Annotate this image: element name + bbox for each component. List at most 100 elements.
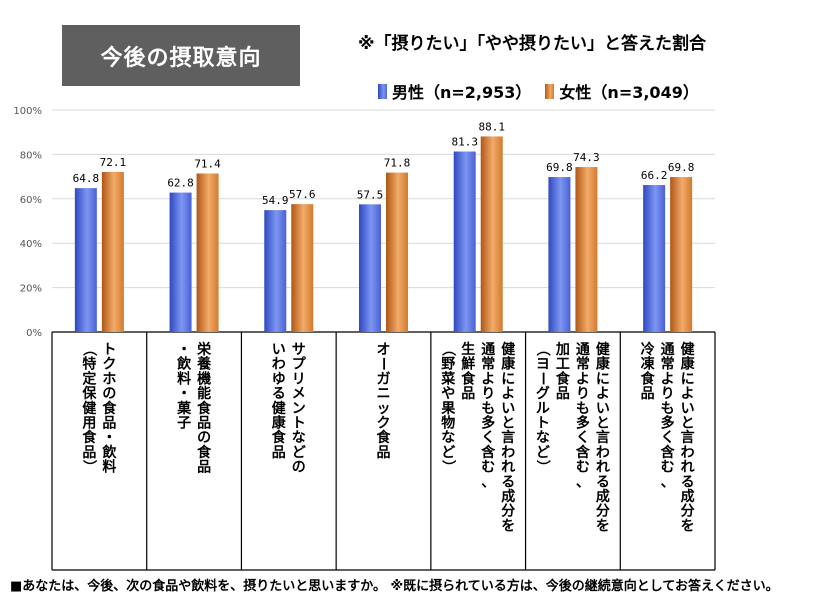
category-char: 飲 (101, 444, 117, 461)
category-char: 鮮 (461, 356, 475, 373)
category-char: と (681, 416, 695, 432)
data-label-male: 66.2 (641, 169, 668, 182)
category-char: よ (681, 386, 695, 402)
bar-male (359, 204, 381, 332)
data-label-female: 88.1 (478, 120, 505, 133)
category-label-column: ・飲料・菓子 (176, 342, 192, 432)
data-label-male: 69.8 (546, 161, 573, 174)
data-label-male: 54.9 (262, 194, 289, 207)
category-char: と (596, 416, 610, 432)
category-char: ン (292, 401, 306, 417)
category-char: 冷 (641, 341, 655, 358)
category-char: 常 (481, 356, 495, 373)
legend: 男性（n=2,953） 女性（n=3,049） (378, 79, 713, 103)
category-char: 、 (481, 474, 495, 490)
category-char: 機 (197, 370, 211, 387)
category-char: よ (481, 371, 495, 387)
category-char: れ (681, 460, 695, 476)
bar-female (386, 172, 408, 332)
bar-male (74, 188, 97, 332)
category-char: よ (501, 386, 515, 402)
legend-swatch-female (545, 83, 555, 99)
data-label-female: 71.8 (384, 157, 411, 170)
category-char: 生 (461, 341, 475, 358)
category-char: 分 (596, 504, 610, 520)
bar-male (453, 151, 476, 332)
category-char: 特 (82, 356, 96, 373)
category-char: 含 (576, 444, 591, 461)
category-char: オ (377, 342, 391, 358)
category-char: ー (375, 357, 391, 371)
category-char: リ (292, 371, 306, 387)
data-label-female: 69.8 (668, 161, 695, 174)
category-char: 常 (661, 356, 675, 373)
category-char: ど (536, 445, 550, 461)
category-char: ッ (377, 401, 391, 417)
category-char: 言 (596, 429, 610, 446)
category-char: い (681, 401, 695, 417)
legend-label-male: 男性（n=2,953） (392, 83, 532, 102)
category-char: 凍 (641, 356, 656, 373)
category-char: 品 (461, 386, 475, 402)
category-char: 品 (272, 445, 286, 461)
category-char: を (681, 518, 695, 534)
category-char: む (661, 460, 675, 476)
category-char: ク (102, 357, 116, 373)
category-char: 言 (681, 429, 695, 446)
bar-male (264, 210, 287, 332)
category-char: 食 (461, 370, 476, 387)
category-char: 健 (596, 341, 610, 358)
category-char: 養 (196, 356, 211, 373)
category-char: 品 (641, 386, 655, 402)
y-tick-label: 40% (20, 239, 42, 250)
category-char: に (596, 371, 610, 387)
category-char: ガ (377, 371, 391, 387)
category-char: ト (102, 342, 116, 358)
category-char: や (441, 386, 455, 402)
category-char: 、 (661, 474, 675, 490)
bar-male (643, 185, 666, 332)
category-char: 分 (681, 504, 695, 520)
category-char: 野 (441, 357, 455, 373)
category-char: ど (292, 445, 306, 461)
category-char: 食 (272, 429, 287, 446)
category-char: を (501, 518, 515, 534)
category-char: 食 (197, 400, 212, 417)
category-char: グ (536, 385, 550, 402)
category-char: （ (439, 342, 455, 356)
category-char: い (272, 342, 286, 358)
data-label-male: 64.8 (73, 172, 100, 185)
category-char: 飲 (176, 356, 192, 373)
category-char: ・ (177, 386, 191, 402)
bar-female (575, 167, 598, 332)
y-tick-label: 100% (13, 106, 42, 117)
category-char: 品 (556, 386, 570, 402)
category-char: （ (534, 342, 550, 356)
category-char: 品 (82, 445, 96, 461)
category-char: む (576, 460, 590, 476)
category-char: 品 (197, 416, 211, 432)
category-char: わ (501, 445, 515, 461)
data-label-female: 74.3 (573, 151, 600, 164)
y-tick-label: 0% (26, 328, 42, 339)
category-char: も (576, 401, 590, 417)
category-char: の (197, 430, 211, 446)
category-char: 康 (596, 356, 611, 373)
category-char: ト (292, 416, 306, 432)
category-char: サ (292, 342, 306, 358)
category-char: ヨ (536, 357, 550, 373)
category-char: 工 (556, 357, 570, 373)
bar-male (169, 192, 192, 332)
category-char: 菜 (440, 370, 456, 387)
category-char: 食 (377, 429, 392, 446)
category-char: 健 (501, 341, 515, 358)
data-label-female: 72.1 (100, 156, 127, 169)
